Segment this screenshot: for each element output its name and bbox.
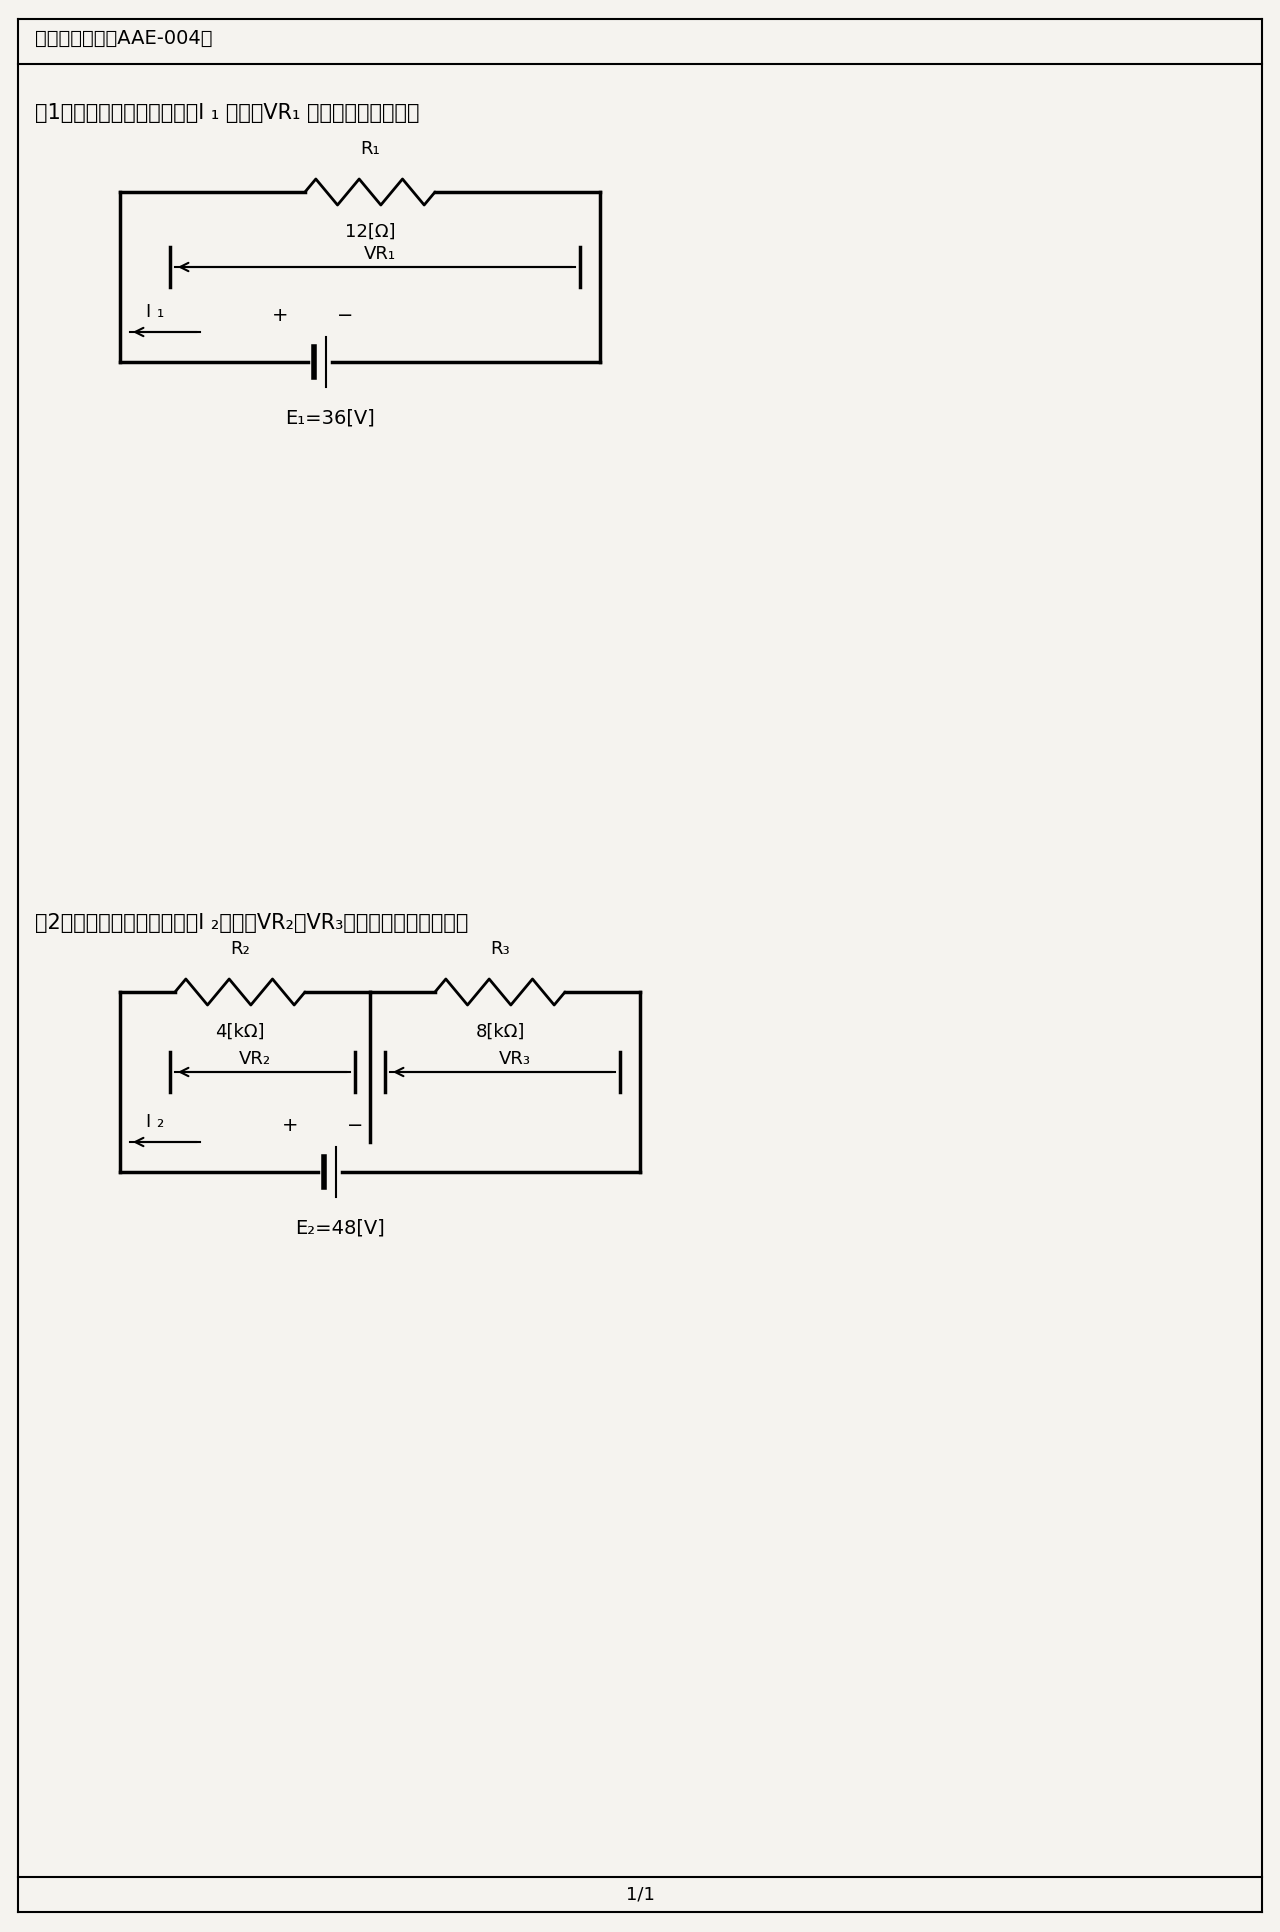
Text: 8[kΩ]: 8[kΩ]	[475, 1022, 525, 1041]
Text: I ₁: I ₁	[146, 303, 164, 321]
Text: 1/1: 1/1	[626, 1886, 654, 1903]
Text: 12[Ω]: 12[Ω]	[344, 222, 396, 242]
Text: R₂: R₂	[230, 939, 250, 958]
Text: E₁=36[V]: E₁=36[V]	[285, 408, 375, 427]
Text: オームの法則（AAE-004）: オームの法則（AAE-004）	[35, 29, 212, 48]
Text: R₁: R₁	[360, 139, 380, 158]
Text: I ₂: I ₂	[146, 1113, 164, 1130]
Text: VR₁: VR₁	[364, 245, 396, 263]
Text: −: −	[347, 1115, 364, 1134]
Text: E₂=48[V]: E₂=48[V]	[296, 1217, 385, 1236]
Text: 問2　下図の回路に于いて、I ₂、及びVR₂、VR₃　の値を求めなさい。: 問2 下図の回路に于いて、I ₂、及びVR₂、VR₃ の値を求めなさい。	[35, 912, 468, 933]
Text: +: +	[271, 305, 288, 325]
Text: VR₂: VR₂	[239, 1049, 271, 1068]
Text: 問1　下図の回路に于いて、I ₁ 及び、VR₁ の値を求めなさい。: 問1 下図の回路に于いて、I ₁ 及び、VR₁ の値を求めなさい。	[35, 102, 420, 124]
Text: 4[kΩ]: 4[kΩ]	[215, 1022, 265, 1041]
Text: +: +	[282, 1115, 298, 1134]
Text: VR₃: VR₃	[499, 1049, 531, 1068]
Text: R₃: R₃	[490, 939, 509, 958]
Text: −: −	[337, 305, 353, 325]
